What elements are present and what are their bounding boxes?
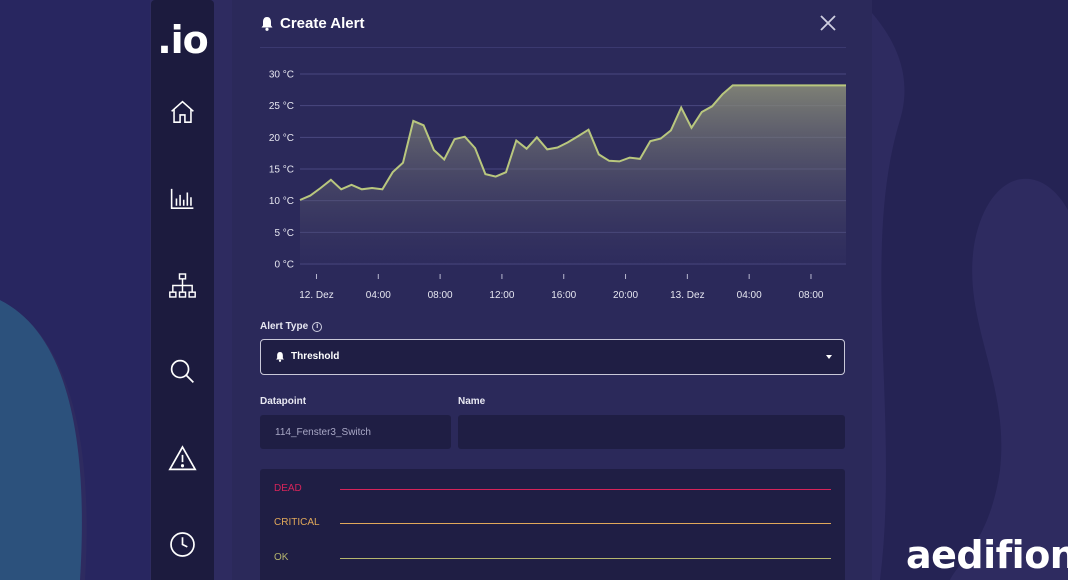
search-icon [170,359,194,383]
alert-triangle-icon [168,445,197,471]
bar-chart-icon [170,188,194,209]
x-tick-label: 12. Dez [299,290,333,301]
chart-line-series [299,84,846,201]
alert-type-select[interactable]: Threshold [260,339,845,375]
x-tick-label: 16:00 [551,290,576,301]
y-tick-label: 15 °C [269,165,294,176]
x-tick-label: 08:00 [798,290,823,301]
nav-analytics-button[interactable] [168,184,197,213]
x-tick-label: 04:00 [737,290,762,301]
chart-area [300,85,846,265]
y-tick-label: 30 °C [269,70,294,81]
x-tick-label: 12:00 [489,290,514,301]
name-label: Name [458,396,486,407]
level-critical-line[interactable] [340,523,831,524]
x-tick-label: 20:00 [613,290,638,301]
y-tick-label: 0 °C [274,260,294,271]
level-dead-line[interactable] [340,489,831,490]
clock-icon [170,532,195,557]
level-critical-row[interactable]: CRITICAL [274,517,834,531]
y-tick-label: 10 °C [269,196,294,207]
sitemap-icon [169,273,196,298]
home-icon [171,100,194,123]
datapoint-label: Datapoint [260,396,307,407]
threshold-levels-panel: DEAD CRITICAL OK [260,469,845,580]
name-field[interactable] [458,415,845,449]
info-icon[interactable]: i [312,322,323,332]
temperature-chart: 0 °C 5 °C 10 °C 15 °C 20 °C 25 °C 30 °C 12. Dez… [269,70,846,301]
chevron-down-icon [826,355,832,359]
y-tick-label: 25 °C [269,101,294,112]
level-ok-row[interactable]: OK [274,552,834,566]
level-ok-label: OK [274,552,289,563]
nav-home-button[interactable] [168,98,197,127]
sidebar: .io [151,0,214,580]
create-alert-modal: Create Alert 0 °C 5 °C 10 °C 15 °C 20 °C 25 °… [232,0,872,580]
level-dead-label: DEAD [274,483,302,494]
alert-type-label-text: Alert Type [260,321,309,332]
nav-history-button[interactable] [168,530,197,559]
app-logo[interactable]: .io [157,18,209,62]
y-tick-label: 20 °C [269,133,294,144]
datapoint-field[interactable]: 114_Fenster3_Switch [260,415,451,449]
x-tick-label: 08:00 [428,290,453,301]
level-ok-line[interactable] [340,558,831,559]
alert-type-value: Threshold [291,351,340,362]
nav-search-button[interactable] [168,357,197,386]
level-critical-label: CRITICAL [274,517,320,528]
alert-type-label: Alert Type i [260,321,323,332]
modal-header: Create Alert [260,13,846,48]
y-tick-label: 5 °C [274,228,294,239]
close-icon[interactable] [819,14,837,32]
level-dead-row[interactable]: DEAD [274,483,834,497]
nav-alerts-button[interactable] [168,444,197,473]
x-tick-label: 13. Dez [670,290,704,301]
modal-title: Create Alert [280,15,365,32]
bell-icon [261,17,273,31]
nav-structure-button[interactable] [168,271,197,300]
bell-icon [276,352,284,362]
x-tick-label: 04:00 [366,290,391,301]
brand-logo: aedifion [906,533,1068,577]
